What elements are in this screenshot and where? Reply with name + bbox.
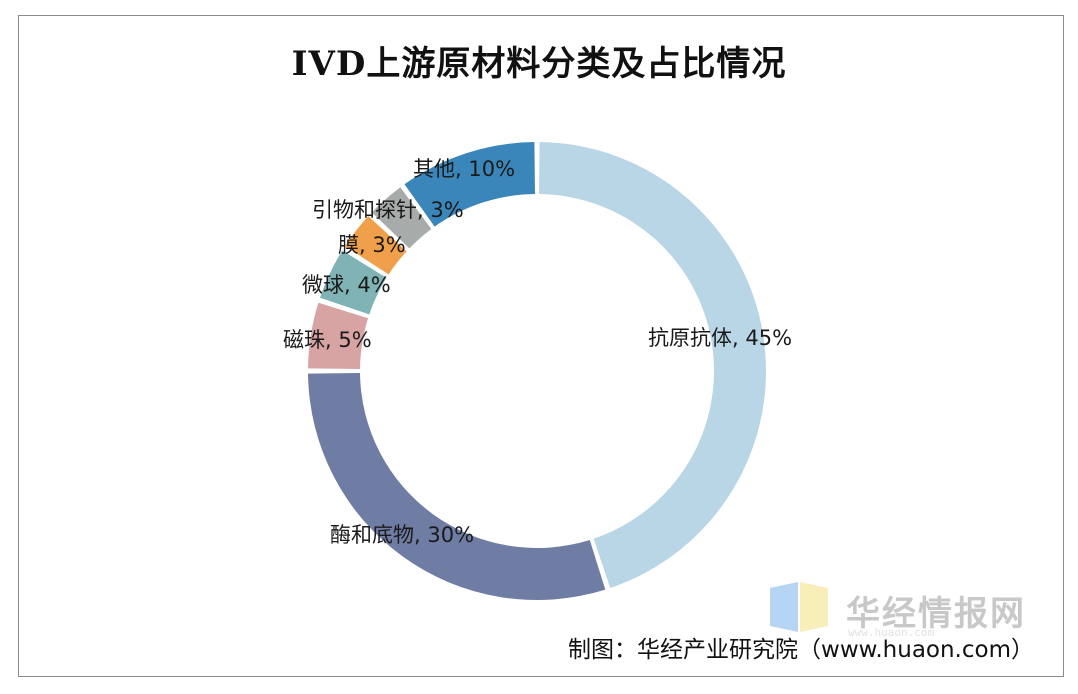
watermark-text: 华经情报网: [846, 594, 1026, 634]
slice-label-6: 引物和探针, 3%: [312, 198, 464, 222]
donut-slice-3: [308, 302, 369, 369]
slice-label-2: 酶和底物, 30%: [330, 523, 474, 547]
donut-slice-4: [320, 250, 387, 315]
donut-slice-1: [539, 142, 767, 588]
donut-slice-5: [345, 216, 407, 275]
slice-label-7: 其他, 10%: [413, 157, 515, 181]
donut-slice-7: [404, 142, 535, 227]
watermark: 华经情报网 www.huaon.com: [768, 582, 1048, 639]
watermark-logo-icon: [770, 582, 828, 632]
slice-label-3: 磁珠, 5%: [283, 328, 372, 352]
donut-slice-6: [371, 187, 432, 249]
slice-label-1: 抗原抗体, 45%: [648, 326, 792, 350]
donut-labels: 抗原抗体, 45% 酶和底物, 30% 磁珠, 5% 微球, 4% 膜, 3% 引物和探针…: [283, 157, 792, 547]
source-note: 制图：华经产业研究院（www.huaon.com）: [568, 637, 1034, 663]
chart-title: IVD上游原材料分类及占比情况: [291, 44, 787, 84]
slice-label-5: 膜, 3%: [338, 233, 406, 257]
watermark-sub: www.huaon.com: [848, 626, 935, 639]
donut-slices: [308, 142, 767, 600]
donut-slice-2: [308, 373, 606, 600]
slice-label-4: 微球, 4%: [302, 273, 391, 297]
